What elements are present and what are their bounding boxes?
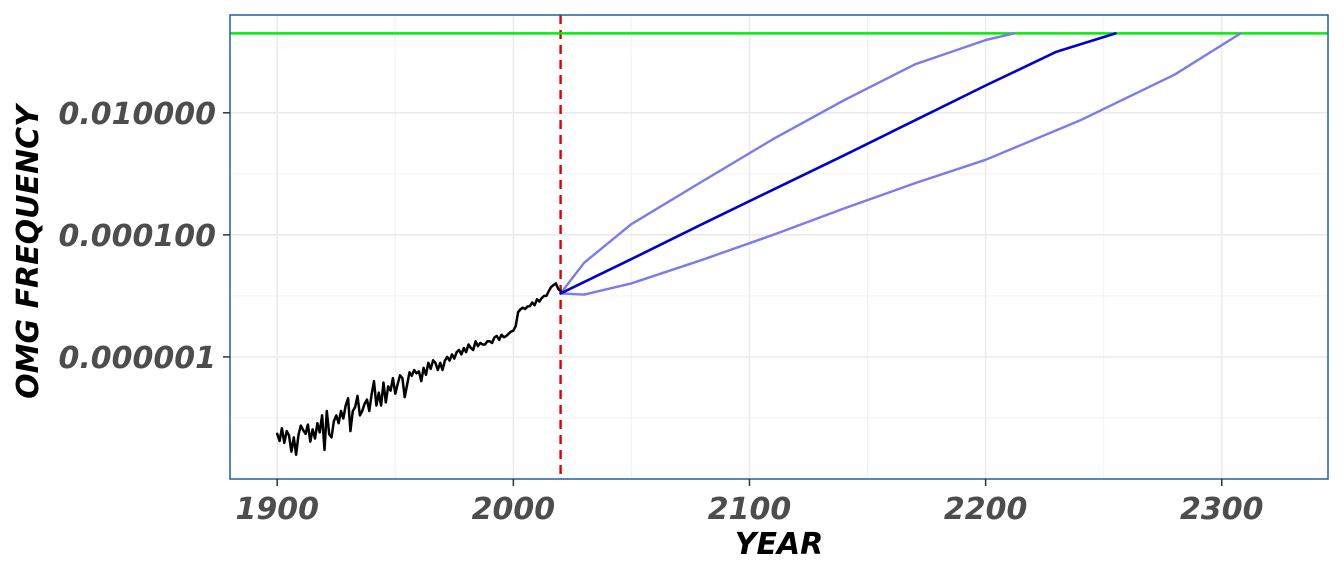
x-tick-label: 2300 [1180,492,1264,527]
lower-bound-line [559,32,1242,296]
axis-ticks [223,112,1223,486]
x-tick-label: 2200 [944,492,1028,527]
projection-line [559,32,1117,295]
tick-labels: 1900 2000 2100 2200 2300 0.010000 0.000100 0.00… [58,97,1263,527]
panel-border [229,14,1329,480]
upper-bound-line [559,32,1016,295]
grid [230,15,1328,479]
series-group [275,32,1242,456]
x-tick-label: 2100 [708,492,792,527]
y-tick-label: 0.000100 [58,219,216,254]
observed-series-line [275,282,562,456]
x-tick-label: 2000 [472,492,556,527]
y-tick-label: 0.000001 [58,341,216,376]
y-axis-title: OMG FREQUENCY [11,102,46,399]
x-tick-label: 1900 [235,492,319,527]
reference-lines [230,15,1328,479]
y-tick-label: 0.010000 [58,97,216,132]
x-axis-title: YEAR [735,527,824,562]
